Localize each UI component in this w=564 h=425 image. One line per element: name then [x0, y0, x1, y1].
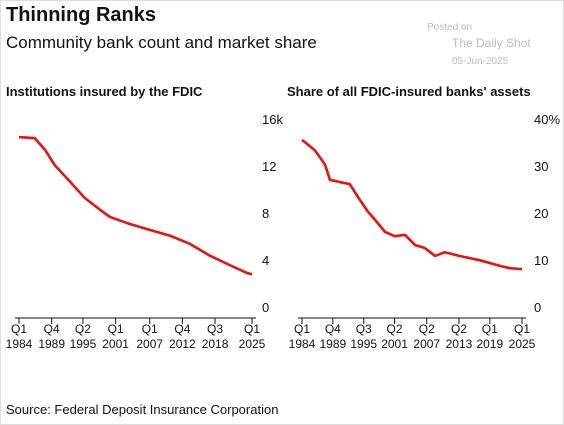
x-tick-label: Q2 2013 — [446, 322, 473, 351]
x-tick-label: Q2 2001 — [381, 322, 408, 351]
x-tick-label: Q4 2012 — [169, 322, 196, 351]
x-tick-label: Q1 1984 — [289, 322, 316, 351]
chart-title: Share of all FDIC-insured banks' assets — [287, 84, 531, 99]
x-tick-label: Q1 2001 — [102, 322, 129, 351]
watermark: 05-Jun-2025 — [452, 56, 509, 67]
y-tick-label: 10 — [534, 253, 548, 268]
x-tick-label: Q3 2018 — [202, 322, 229, 351]
y-tick-label: 0 — [262, 300, 269, 315]
data-line — [18, 135, 253, 276]
y-tick-label: 40% — [534, 112, 560, 127]
source: Source: Federal Deposit Insurance Corpor… — [6, 402, 278, 417]
y-tick-label: 12 — [262, 159, 276, 174]
x-tick-label: Q3 1995 — [350, 322, 377, 351]
x-tick-label: Q1 2025 — [509, 322, 536, 351]
chart-title: Institutions insured by the FDIC — [6, 84, 203, 99]
watermark: The Daily Shot — [452, 36, 531, 50]
y-tick-label: 4 — [262, 253, 269, 268]
x-tick-label: Q4 1989 — [38, 322, 65, 351]
x-tick-label: Q1 2007 — [136, 322, 163, 351]
page-title: Thinning Ranks — [6, 4, 156, 26]
page-subtitle: Community bank count and market share — [6, 33, 317, 52]
data-line — [301, 138, 523, 271]
x-tick-label: Q1 1984 — [6, 322, 33, 351]
y-tick-label: 30 — [534, 159, 548, 174]
y-tick-label: 20 — [534, 206, 548, 221]
y-tick-label: 8 — [262, 206, 269, 221]
x-tick-label: Q1 2019 — [476, 322, 503, 351]
y-tick-label: 0 — [534, 300, 541, 315]
x-tick-label: Q2 2007 — [413, 322, 440, 351]
x-tick-label: Q2 1995 — [70, 322, 97, 351]
x-tick-label: Q1 2025 — [239, 322, 266, 351]
x-tick-label: Q4 1989 — [320, 322, 347, 351]
y-tick-label: 16k — [262, 112, 283, 127]
watermark: Posted on — [427, 22, 472, 33]
